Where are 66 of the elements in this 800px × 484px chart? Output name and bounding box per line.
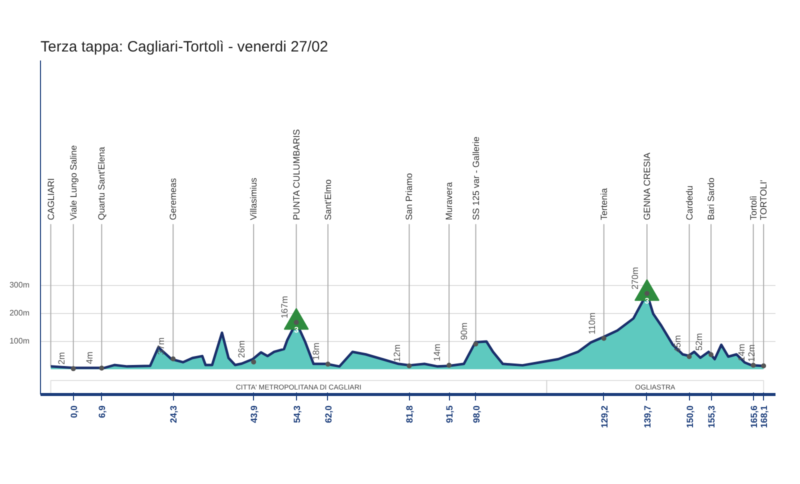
data-label: 14m xyxy=(432,344,442,362)
annotation: Muravera xyxy=(444,182,454,220)
x-tick-label: 0,0 xyxy=(68,405,79,418)
y-tick-label: 100m xyxy=(9,336,30,346)
data-label: 18m xyxy=(310,342,321,360)
annotation: SS 125 var - Gallerie xyxy=(470,136,481,220)
point xyxy=(644,290,650,296)
annotation: GENNA CRESIA xyxy=(642,152,652,220)
x-tick-label: 62,0 xyxy=(323,405,334,424)
point xyxy=(70,366,76,372)
point xyxy=(294,320,299,325)
annotation: Geremeas xyxy=(168,178,178,220)
annotation: San Priamo xyxy=(404,173,414,220)
y-tick-label: 200m xyxy=(9,308,30,318)
data-label: 26m xyxy=(236,340,247,358)
chart-title: Terza tappa: Cagliari-Tortolì - venerdi 27/02 xyxy=(40,38,328,56)
x-tick-label: 150,0 xyxy=(684,405,695,428)
data-label: 4m xyxy=(84,352,95,364)
data-label: 270m xyxy=(630,266,640,290)
annotation: PUNTA CULUMBARIS xyxy=(291,129,302,220)
annotation: Sant'Elmo xyxy=(322,179,333,220)
x-tick-label: 98,0 xyxy=(471,405,482,424)
annotation: CAGLIARI xyxy=(46,178,56,220)
point xyxy=(325,362,330,367)
x-tick-label: 24,3 xyxy=(168,405,179,424)
data-label: 2m xyxy=(56,352,66,365)
annotation: Quartu Sant'Elena xyxy=(96,146,107,220)
data-label: 45m xyxy=(672,335,682,353)
data-label: 110m xyxy=(586,312,597,334)
x-tick-label: 129,2 xyxy=(599,405,610,428)
x-tick-label: 43,9 xyxy=(249,405,260,424)
point xyxy=(446,362,452,368)
x-tick-label: 168,1 xyxy=(759,405,770,428)
point xyxy=(473,341,478,346)
data-label: 52m xyxy=(694,333,704,351)
annotation: Cardedu xyxy=(684,186,694,220)
point xyxy=(170,356,176,362)
data-label: 14m xyxy=(736,344,746,362)
x-tick-label: 91,5 xyxy=(444,405,455,424)
annotation: Viale Lungo Saline xyxy=(68,145,78,220)
x-tick-label: 54,3 xyxy=(292,405,302,424)
data-label: 90m xyxy=(458,322,469,340)
point xyxy=(761,363,766,368)
x-tick-label: 139,7 xyxy=(642,405,652,428)
point xyxy=(686,354,692,360)
point xyxy=(708,352,714,358)
annotation: Bari Sardo xyxy=(706,178,716,220)
x-tick-label: 6,9 xyxy=(97,405,108,418)
point xyxy=(99,366,104,371)
point xyxy=(601,336,606,341)
y-tick-label: 300m xyxy=(9,280,30,290)
annotation: Villasimius xyxy=(248,177,259,220)
annotation: Tertenia xyxy=(598,188,609,220)
point xyxy=(750,362,756,368)
data-label: 37m xyxy=(156,337,166,355)
x-tick-label: 165,6 xyxy=(748,405,759,428)
annotation: TORTOLI' xyxy=(758,180,769,220)
point xyxy=(406,363,412,368)
data-label: 167m xyxy=(279,296,290,318)
x-tick-label: 155,3 xyxy=(706,405,717,428)
annotation: 3 xyxy=(644,296,650,306)
annotation: Tortolì xyxy=(748,196,758,220)
x-tick-label: 81,8 xyxy=(404,405,415,424)
data-label: 12m xyxy=(746,344,757,362)
point xyxy=(251,359,256,364)
data-label: 12m xyxy=(392,344,402,362)
